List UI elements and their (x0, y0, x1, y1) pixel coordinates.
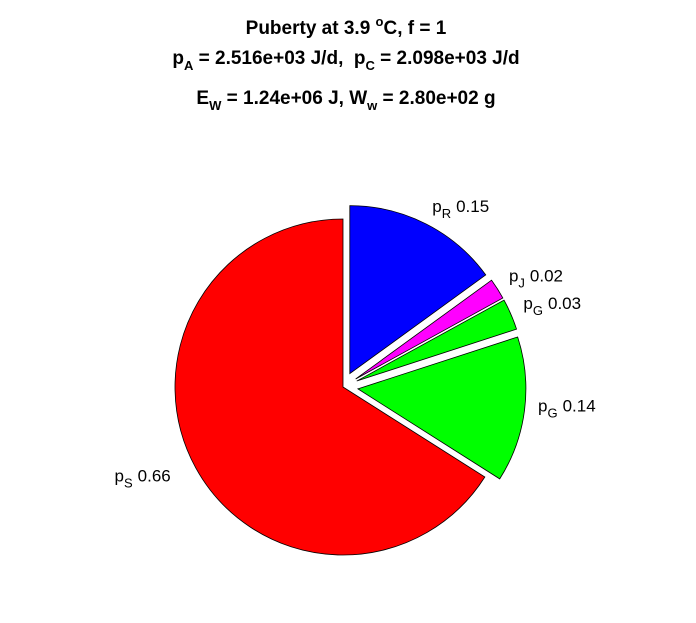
title-part: = 2.80e+02 g (377, 88, 495, 109)
title-part: p (172, 48, 184, 69)
title-line: Puberty at 3.9 oC, f = 1 (246, 14, 447, 39)
title-line: pA = 2.516e+03 J/d, pC = 2.098e+03 J/d (172, 48, 519, 73)
slice-label: pS 0.66 (115, 467, 171, 491)
title-part: = 1.24e+06 J, W (221, 88, 367, 109)
label-sub: R (442, 206, 451, 221)
label-base: p (115, 467, 124, 486)
slice-label: pG 0.03 (523, 294, 581, 318)
title-sup: o (376, 14, 384, 29)
pie-slice (355, 279, 504, 380)
title-sub: A (184, 58, 194, 73)
title-part: Puberty at 3.9 (246, 18, 376, 39)
title-part: = 2.098e+03 J/d (375, 48, 520, 69)
title-sub: w (366, 98, 378, 113)
pie-slice (356, 336, 527, 480)
title-sub: C (366, 58, 376, 73)
label-value: 0.66 (138, 467, 171, 486)
pie-slice (356, 299, 518, 382)
title-part: E (196, 88, 209, 109)
label-value: 0.15 (456, 197, 489, 216)
label-sub: G (533, 303, 543, 318)
label-base: p (509, 267, 518, 286)
slice-label: pG 0.14 (538, 397, 596, 421)
title-part: C, f = 1 (384, 18, 447, 39)
slice-label: pR 0.15 (432, 197, 489, 221)
label-value: 0.03 (548, 294, 581, 313)
title-sub: W (209, 98, 222, 113)
pie-slice (349, 205, 487, 375)
label-base: p (432, 197, 441, 216)
label-sub: G (547, 406, 557, 421)
label-base: p (538, 397, 547, 416)
label-sub: J (518, 276, 525, 291)
pie-slice (174, 218, 486, 556)
label-base: p (523, 294, 532, 313)
slice-label: pJ 0.02 (509, 267, 563, 291)
title-line: EW = 1.24e+06 J, Ww = 2.80e+02 g (196, 88, 495, 113)
label-sub: S (124, 476, 133, 491)
label-value: 0.02 (530, 267, 563, 286)
title-part: = 2.516e+03 J/d, p (193, 48, 365, 69)
label-value: 0.14 (563, 397, 596, 416)
